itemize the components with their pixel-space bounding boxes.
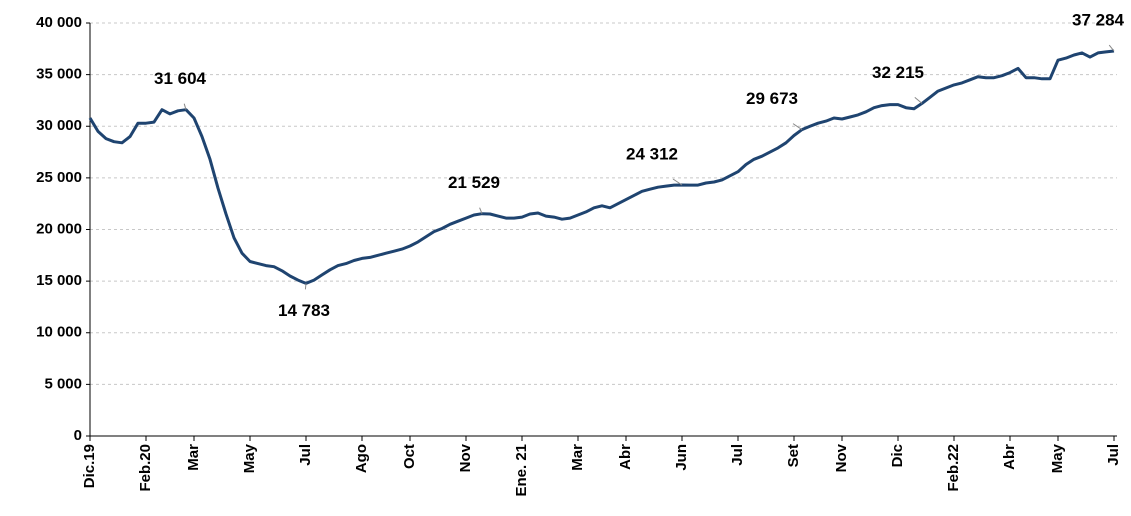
data-label: 21 529 <box>448 173 500 192</box>
label-leader <box>479 207 483 214</box>
x-tick-label: Nov <box>457 443 474 472</box>
x-tick-label: Jun <box>673 444 690 471</box>
x-tick-label: May <box>241 443 258 473</box>
x-tick-label: Dic.19 <box>81 444 98 488</box>
data-label: 29 673 <box>746 89 798 108</box>
y-tick-label: 5 000 <box>44 375 82 392</box>
data-label: 37 284 <box>1072 11 1125 30</box>
data-line <box>88 49 1115 285</box>
x-tick-label: Set <box>785 444 802 467</box>
x-tick-label: Mar <box>569 444 586 471</box>
data-label: 14 783 <box>278 301 330 320</box>
x-tick-label: Oct <box>401 444 418 469</box>
y-tick-label: 20 000 <box>36 220 82 237</box>
label-leader <box>1108 44 1115 52</box>
x-tick-label: May <box>1049 443 1066 473</box>
y-tick-label: 10 000 <box>36 324 82 341</box>
y-tick-label: 35 000 <box>36 66 82 83</box>
x-tick-label: Jul <box>1105 444 1122 466</box>
data-label: 24 312 <box>626 144 678 163</box>
x-tick-label: Nov <box>833 443 850 472</box>
x-tick-label: Ene. 21 <box>513 444 530 497</box>
label-leader <box>183 103 187 110</box>
data-label: 31 604 <box>154 69 207 88</box>
x-tick-label: Abr <box>1001 444 1018 470</box>
y-tick-label: 15 000 <box>36 272 82 289</box>
y-tick-label: 40 000 <box>36 14 82 31</box>
x-tick-label: Jul <box>297 444 314 466</box>
label-leader <box>672 178 683 186</box>
y-tick-label: 30 000 <box>36 117 82 134</box>
x-tick-label: Dic <box>889 444 906 467</box>
y-tick-label: 0 <box>74 427 82 444</box>
x-tick-label: Mar <box>185 444 202 471</box>
label-leader <box>304 283 307 290</box>
data-label: 32 215 <box>872 63 924 82</box>
label-leader <box>792 123 803 131</box>
label-leader <box>914 96 923 104</box>
x-tick-label: Feb.22 <box>945 444 962 492</box>
y-tick-label: 25 000 <box>36 169 82 186</box>
x-tick-label: Abr <box>617 444 634 470</box>
x-tick-label: Ago <box>353 444 370 473</box>
x-tick-label: Feb.20 <box>137 444 154 492</box>
x-tick-label: Jul <box>729 444 746 466</box>
